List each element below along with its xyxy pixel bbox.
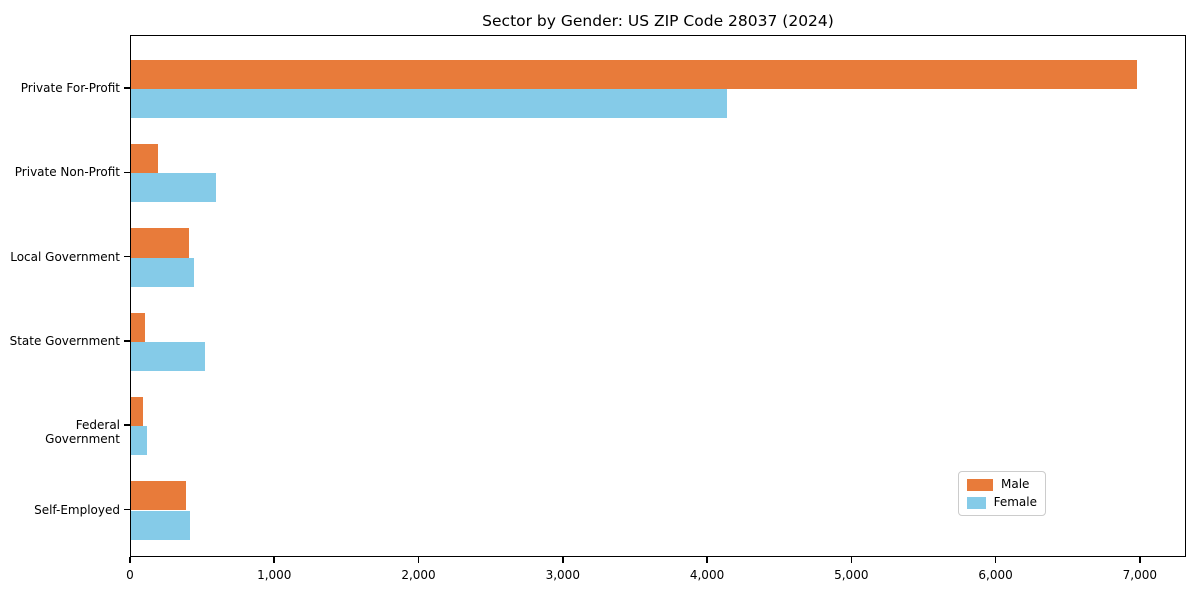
- ytick-mark: [124, 87, 130, 89]
- ytick-label: Private For-Profit: [20, 81, 120, 95]
- xtick-mark: [1139, 557, 1141, 563]
- bar-male-1: [131, 59, 1137, 89]
- xtick-mark: [561, 557, 564, 563]
- xtick-label: 1,000: [257, 568, 292, 582]
- xtick-mark: [994, 557, 997, 563]
- ytick-mark: [124, 508, 130, 511]
- bar-male-5: [131, 397, 143, 427]
- male-color-swatch: [967, 478, 993, 491]
- bar-male-2: [131, 144, 158, 174]
- legend-label-female: Female: [993, 495, 1037, 509]
- xtick-mark: [706, 557, 708, 563]
- ytick-label: Private Non-Profit: [14, 165, 120, 180]
- legend-entry-male: Male: [967, 478, 1037, 491]
- xtick-label: 3,000: [545, 568, 580, 582]
- xtick-label: 4,000: [689, 568, 725, 582]
- bar-female-3: [131, 257, 195, 287]
- ytick-label: Self-Employed: [34, 502, 120, 517]
- bar-male-3: [131, 228, 189, 258]
- ytick-mark: [124, 171, 130, 174]
- xtick-mark: [129, 557, 131, 563]
- ytick-mark: [124, 255, 130, 258]
- xtick-label: 6,000: [978, 568, 1013, 582]
- xtick-label: 2,000: [401, 568, 436, 582]
- chart-title: Sector by Gender: US ZIP Code 28037 (202…: [482, 12, 834, 30]
- bar-female-4: [131, 341, 205, 372]
- female-color-swatch: [967, 496, 986, 509]
- xtick-label: 0: [126, 568, 134, 582]
- ytick-label: Local Government: [10, 249, 120, 264]
- xtick-mark: [417, 557, 420, 563]
- xtick-label: 7,000: [1122, 568, 1157, 582]
- ytick-mark: [124, 340, 130, 342]
- bar-female-2: [131, 173, 217, 203]
- ytick-mark: [124, 424, 130, 426]
- bar-female-6: [131, 510, 191, 540]
- ytick-label: State Government: [9, 333, 120, 348]
- bar-female-1: [131, 89, 727, 119]
- xtick-mark: [850, 557, 853, 563]
- legend-label-male: Male: [1001, 477, 1030, 491]
- bar-female-5: [131, 426, 147, 456]
- bar-male-6: [131, 481, 186, 511]
- bar-male-4: [131, 312, 146, 342]
- plot-area: [130, 35, 1186, 557]
- legend-entry-female: Female: [967, 496, 1037, 509]
- xtick-mark: [273, 557, 276, 563]
- legend: Male Female: [958, 471, 1046, 516]
- xtick-label: 5,000: [834, 568, 869, 582]
- ytick-label: Federal Government: [45, 418, 120, 447]
